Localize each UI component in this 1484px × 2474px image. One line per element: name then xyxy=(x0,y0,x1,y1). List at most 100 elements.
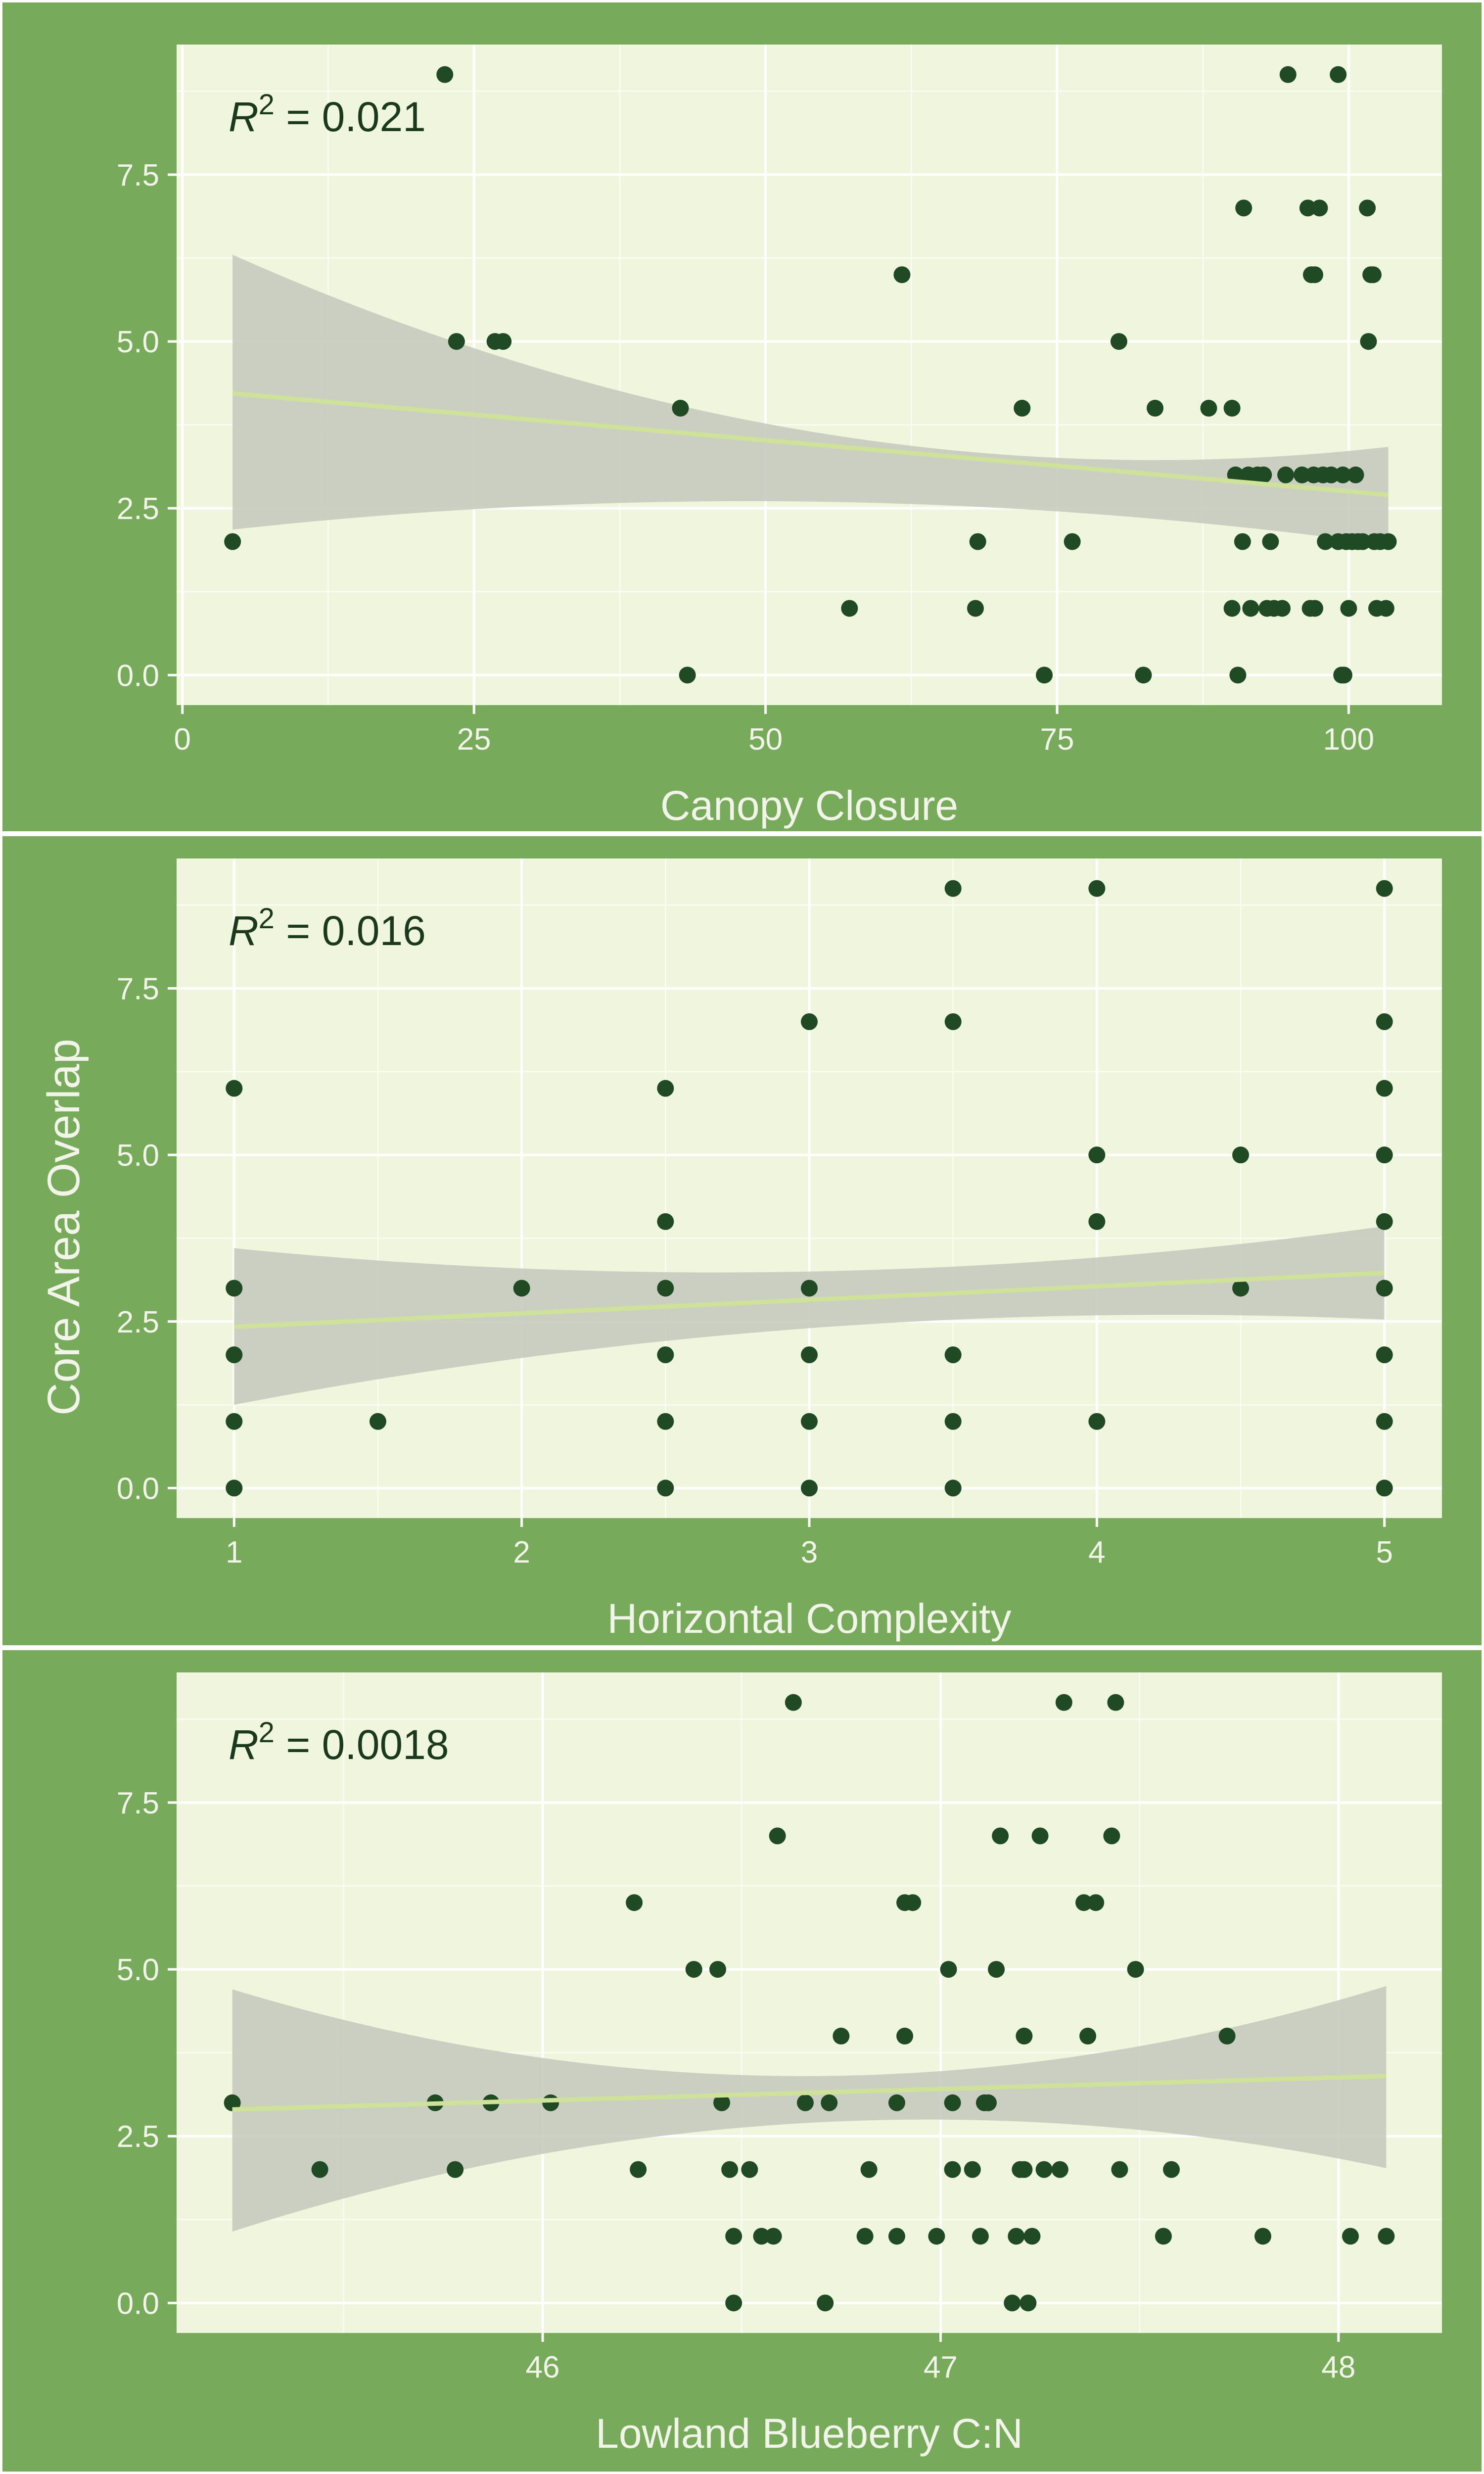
data-point xyxy=(1235,199,1252,217)
data-point xyxy=(964,2161,981,2178)
data-point xyxy=(1218,2027,1236,2045)
data-point xyxy=(1354,533,1371,550)
data-point xyxy=(1317,533,1334,550)
data-point xyxy=(1377,600,1394,617)
data-point xyxy=(1014,399,1031,417)
data-point xyxy=(542,2094,559,2111)
data-point xyxy=(1200,399,1217,417)
y-tick-label: 0.0 xyxy=(117,2286,159,2321)
data-point xyxy=(928,2228,945,2245)
data-point xyxy=(988,1961,1005,1978)
data-point xyxy=(1376,1080,1393,1097)
data-point xyxy=(1306,600,1324,617)
y-tick-label: 0.0 xyxy=(117,1472,159,1506)
confidence-band xyxy=(232,254,1389,545)
data-point xyxy=(1155,2228,1172,2245)
shared-y-axis-label: Core Area Overlap xyxy=(39,1039,89,1416)
data-point xyxy=(1299,199,1316,217)
data-point xyxy=(226,1413,243,1430)
data-point xyxy=(1323,466,1340,483)
data-point xyxy=(765,2228,782,2245)
x-tick-label: 100 xyxy=(1323,722,1374,757)
data-point xyxy=(1110,333,1127,350)
r-squared-annotation: R2 = 0.016 xyxy=(229,903,426,954)
data-point xyxy=(1376,1346,1393,1364)
data-point xyxy=(944,880,962,897)
data-point xyxy=(1087,1894,1105,1911)
data-point xyxy=(944,2094,961,2111)
data-point xyxy=(1147,399,1164,417)
data-point xyxy=(888,2228,905,2245)
x-axis-label: Lowland Blueberry C:N xyxy=(596,2410,1023,2457)
data-point xyxy=(817,2294,834,2312)
data-point xyxy=(226,1280,243,1297)
data-point xyxy=(741,2161,758,2178)
data-point xyxy=(1330,66,1347,83)
data-point xyxy=(311,2161,328,2178)
data-point xyxy=(801,1346,818,1364)
regression-line xyxy=(232,2074,1387,2112)
data-point xyxy=(1274,600,1291,617)
x-axis-label: Horizontal Complexity xyxy=(607,1595,1012,1642)
data-point xyxy=(801,1013,818,1030)
y-tick-label: 7.5 xyxy=(117,158,159,192)
data-point xyxy=(1277,466,1295,483)
data-point xyxy=(1036,666,1053,684)
data-point xyxy=(979,2094,997,2111)
data-point xyxy=(1232,1280,1250,1297)
data-point xyxy=(1051,2161,1068,2178)
y-tick-label: 2.5 xyxy=(117,1305,159,1339)
plot-area-background xyxy=(177,1672,1442,2333)
data-point xyxy=(713,2094,731,2111)
data-point xyxy=(672,399,689,417)
data-point xyxy=(721,2161,739,2178)
data-point xyxy=(1232,1146,1250,1164)
data-point xyxy=(657,1413,674,1430)
data-point xyxy=(626,1894,643,1911)
data-point xyxy=(1311,199,1328,217)
data-point xyxy=(1380,533,1397,550)
data-point xyxy=(1342,2228,1359,2245)
data-point xyxy=(1376,1280,1393,1297)
data-point xyxy=(1254,2228,1272,2245)
data-point xyxy=(944,1413,962,1430)
data-point xyxy=(657,1213,674,1230)
data-point xyxy=(1135,666,1152,684)
data-point xyxy=(1376,880,1393,897)
data-point xyxy=(860,2161,878,2178)
r-squared-annotation: R2 = 0.0018 xyxy=(229,1716,449,1768)
data-point xyxy=(972,2228,989,2245)
data-point xyxy=(447,2161,464,2178)
data-point xyxy=(967,600,984,617)
data-point xyxy=(226,1080,243,1097)
data-point xyxy=(679,666,696,684)
data-point xyxy=(685,1961,702,1978)
x-tick-label: 3 xyxy=(801,1535,818,1570)
data-point xyxy=(796,2094,814,2111)
data-point xyxy=(709,1961,726,1978)
y-tick-label: 5.0 xyxy=(117,1953,159,1987)
data-point xyxy=(1306,266,1324,284)
data-point xyxy=(725,2228,742,2245)
data-point xyxy=(1035,2161,1053,2178)
data-point xyxy=(224,533,241,550)
data-point xyxy=(630,2161,647,2178)
data-point xyxy=(1262,533,1279,550)
data-point xyxy=(725,2294,742,2312)
data-point xyxy=(495,333,512,350)
x-tick-label: 47 xyxy=(924,2350,958,2384)
data-point xyxy=(1016,2027,1033,2045)
chart-panel-3: 0.0 2.5 5.0 7.5 46 47 48 Lowland Blueberry C:N R… xyxy=(2,1650,1482,2472)
data-point xyxy=(769,1827,786,1845)
regression-line xyxy=(232,391,1389,497)
data-point xyxy=(992,1827,1009,1845)
data-point xyxy=(1294,466,1311,483)
data-point xyxy=(1020,2294,1037,2312)
data-point xyxy=(1088,1413,1106,1430)
data-point xyxy=(1031,1827,1049,1845)
y-tick-label: 0.0 xyxy=(117,659,159,693)
data-point xyxy=(1347,466,1364,483)
y-tick-label: 7.5 xyxy=(117,1786,159,1820)
chart-panel-1: 0.0 2.5 5.0 7.5 0 25 50 75 100 Canopy Closure R2 =… xyxy=(2,2,1482,831)
x-tick-label: 2 xyxy=(513,1535,530,1570)
